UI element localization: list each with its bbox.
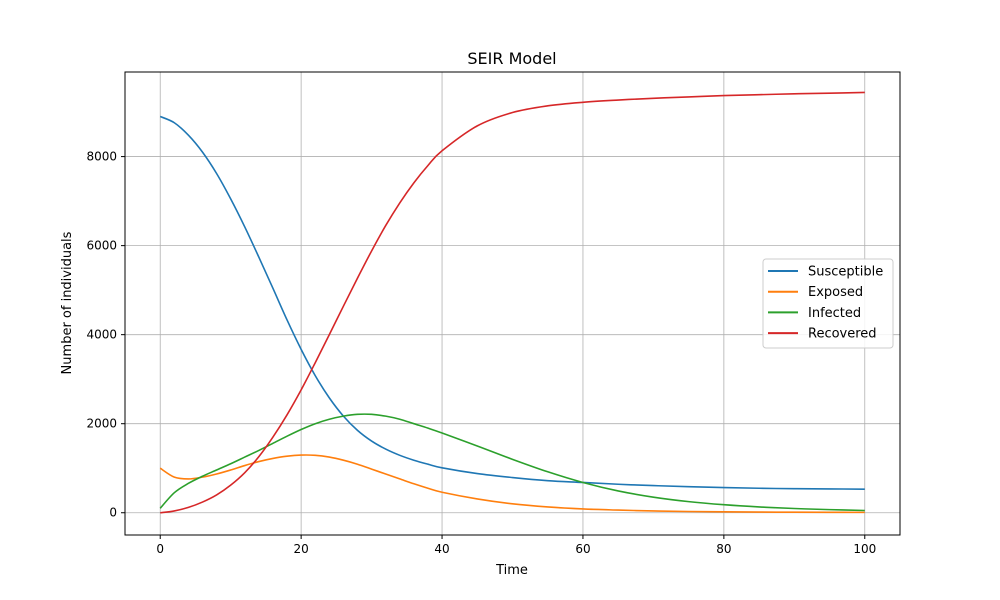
series-line-infected [159, 413, 865, 512]
series-lines [159, 91, 865, 514]
legend-label-susceptible: Susceptible [808, 265, 883, 280]
axis-ticks: 0 20 40 60 80 100 0 2000 4000 6000 8000 [86, 150, 876, 556]
series-line-recovered [160, 91, 865, 514]
legend-label-exposed: Exposed [808, 285, 863, 300]
y-tick-label: 0 [109, 506, 117, 520]
series-line-susceptible [159, 115, 865, 490]
y-tick-label: 6000 [86, 239, 117, 253]
x-axis-label: Time [495, 563, 528, 578]
legend-label-recovered: Recovered [808, 327, 877, 342]
series-line-exposed [159, 454, 865, 514]
x-tick-label: 100 [853, 542, 876, 556]
legend-box [762, 258, 894, 349]
x-tick-label: 40 [434, 542, 449, 556]
legend-label-infected: Infected [808, 306, 861, 321]
x-tick-label: 20 [293, 542, 308, 556]
y-tick-label: 4000 [86, 328, 117, 342]
y-tick-label: 2000 [86, 417, 117, 431]
chart-title: SEIR Model [467, 49, 556, 68]
y-tick-label: 8000 [86, 150, 117, 164]
legend: Susceptible Exposed Infected Recovered [762, 258, 894, 349]
x-tick-label: 60 [575, 542, 590, 556]
x-tick-label: 0 [156, 542, 164, 556]
plot-frame [124, 71, 901, 536]
x-tick-label: 80 [716, 542, 731, 556]
y-axis-label: Number of individuals [60, 231, 75, 374]
